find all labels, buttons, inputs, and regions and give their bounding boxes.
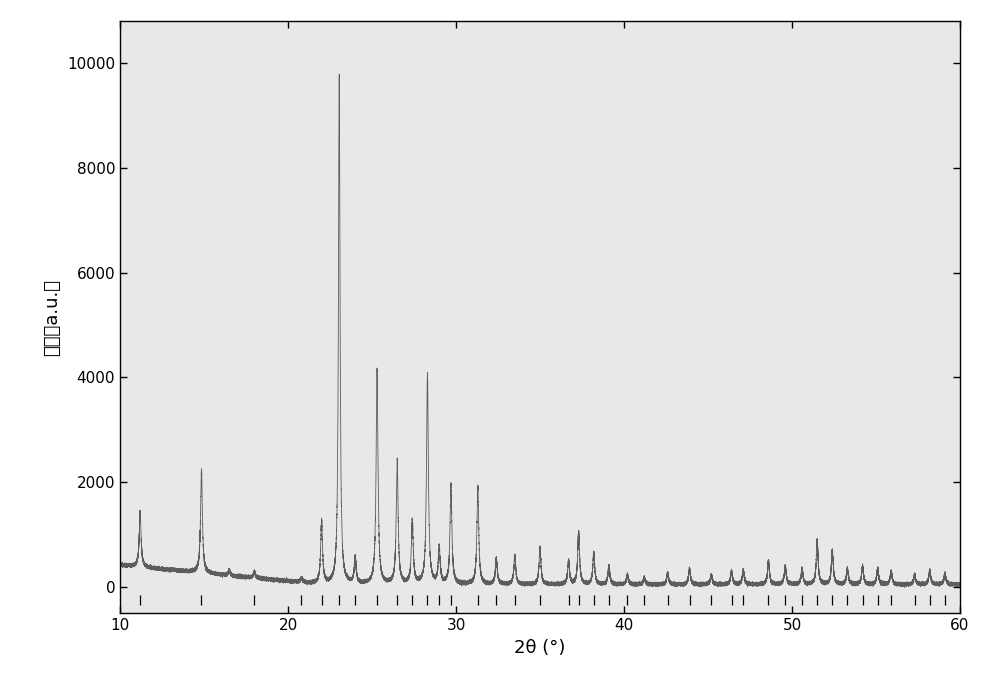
Y-axis label: 强度（a.u.）: 强度（a.u.） <box>43 279 61 355</box>
X-axis label: 2θ (°): 2θ (°) <box>514 638 566 657</box>
